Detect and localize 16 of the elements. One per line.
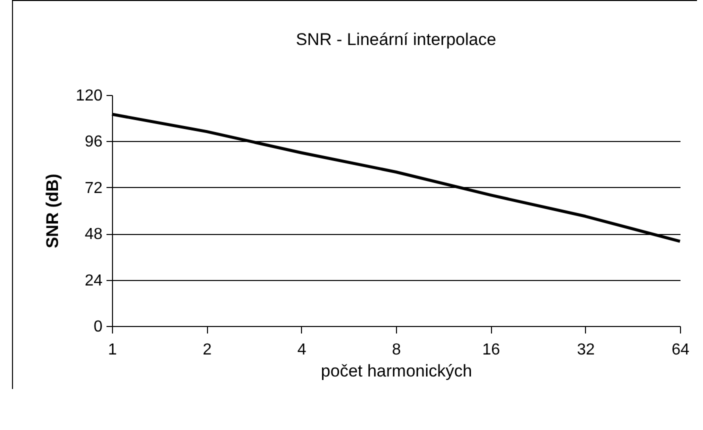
x-tick-label: 16 xyxy=(482,342,500,358)
y-tick-label: 120 xyxy=(76,88,103,104)
x-tick-label: 32 xyxy=(576,342,595,358)
x-tick-label: 1 xyxy=(108,342,118,358)
chart-title: SNR - Lineární interpolace xyxy=(296,30,496,49)
y-tick-label: 48 xyxy=(84,226,103,244)
x-tick-label: 4 xyxy=(297,342,306,358)
y-tick-label: 96 xyxy=(84,134,103,151)
x-tick-label: 8 xyxy=(392,342,402,358)
x-axis-title: počet harmonických xyxy=(320,362,472,380)
y-tick-label: 24 xyxy=(84,272,103,290)
y-axis-title: SNR (dB) xyxy=(42,174,62,248)
x-tick-label: 2 xyxy=(202,342,212,358)
x-tick-label: 64 xyxy=(672,342,690,358)
y-tick-label: 72 xyxy=(84,180,103,197)
y-tick-label: 0 xyxy=(94,318,103,336)
